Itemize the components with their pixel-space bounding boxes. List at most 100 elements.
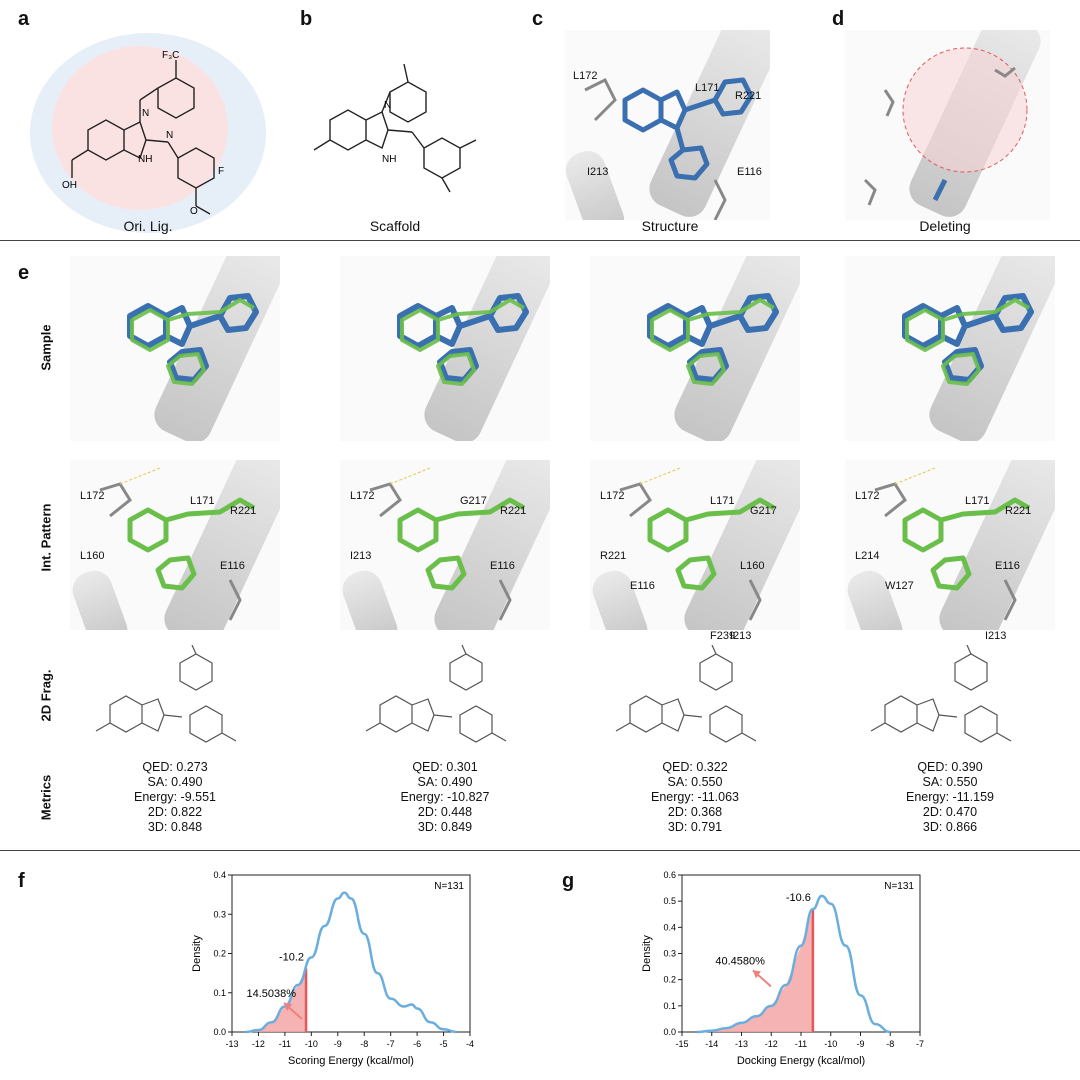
f-label: F <box>218 166 224 177</box>
n-annotation: N=131 <box>434 881 464 892</box>
x-tick-label: -11 <box>279 1039 291 1049</box>
residue-label-g217: G217 <box>460 495 487 507</box>
residue-label-f239: F239 <box>710 630 736 642</box>
n2-label: N <box>166 130 173 141</box>
x-tick-label: -15 <box>675 1039 688 1049</box>
arrow-head-icon <box>284 1003 293 1012</box>
residue-label-e116: E116 <box>490 560 515 572</box>
fragment-2d-4 <box>870 645 1012 743</box>
residue-label-l172: L172 <box>600 490 625 502</box>
percentile-area <box>696 909 813 1032</box>
int-pattern-view-1: L172 L171 R221 L160 E116 <box>70 460 280 630</box>
x-tick-label: -7 <box>387 1039 395 1049</box>
metric-energy: Energy: -10.827 <box>400 790 490 804</box>
residue-label-l160: L160 <box>740 560 765 572</box>
residue-label-l160: L160 <box>80 550 105 562</box>
metrics-block-2: QED: 0.301 SA: 0.490 Energy: -10.827 2D: 0.… <box>345 760 545 835</box>
scaffold-nh-label: NH <box>382 154 396 165</box>
int-pattern-view-3: L172 L171 G217 R221 L160 I213 E116 F239 <box>590 460 800 642</box>
metrics-block-1: QED: 0.273 SA: 0.490 Energy: -9.551 2D: 0.8… <box>75 760 275 835</box>
metric-qed: QED: 0.390 <box>917 760 983 774</box>
x-tick-label: -8 <box>360 1039 368 1049</box>
panel-c-structure-view: L172 L171 R221 I213 E116 <box>565 30 770 220</box>
metrics-block-3: QED: 0.322 SA: 0.550 Energy: -11.063 2D: 0.… <box>595 760 795 835</box>
percentile-area <box>245 968 307 1032</box>
y-axis-label: Density <box>641 935 653 972</box>
divider-bottom <box>0 850 1080 851</box>
y-tick-label: 0.3 <box>663 949 676 959</box>
x-tick-label: -14 <box>705 1039 718 1049</box>
metric-qed: QED: 0.322 <box>662 760 728 774</box>
residue-label-r221: R221 <box>230 505 257 517</box>
x-tick-label: -10 <box>305 1039 318 1049</box>
y-tick-label: 0.0 <box>213 1027 226 1037</box>
sample-view-4 <box>845 256 1055 441</box>
o-label: O <box>190 206 198 217</box>
y-tick-label: 0.5 <box>663 896 676 906</box>
metric-energy: Energy: -11.063 <box>650 790 740 804</box>
metric-sa: SA: 0.490 <box>147 775 203 789</box>
row-label-int-pattern: Int. Pattern <box>38 503 54 572</box>
sample-view-2 <box>340 256 550 441</box>
panel-letter-c: c <box>532 8 544 30</box>
metric-d2: 2D: 0.368 <box>667 805 723 819</box>
residue-label-l171: L171 <box>190 495 215 507</box>
metric-d2: 2D: 0.822 <box>147 805 203 819</box>
residue-label-e116: E116 <box>630 580 655 592</box>
x-tick-label: -6 <box>413 1039 421 1049</box>
y-tick-label: 0.1 <box>663 1001 676 1011</box>
caption-structure: Structure <box>641 218 699 234</box>
residue-label-r221: R221 <box>600 550 627 562</box>
residue-label-i213: I213 <box>587 166 609 178</box>
panel-letter-e: e <box>18 262 30 284</box>
x-tick-label: -9 <box>334 1039 342 1049</box>
oh-label: OH <box>62 180 77 191</box>
percent-label: 40.4580% <box>715 955 765 967</box>
scaffold-n-label: N <box>384 100 391 111</box>
residue-label-i213: I213 <box>985 630 1007 642</box>
residue-label-r221: R221 <box>735 90 762 102</box>
residue-label-r221: R221 <box>1005 505 1032 517</box>
residue-label-i213: I213 <box>350 550 372 562</box>
metric-d2: 2D: 0.448 <box>417 805 473 819</box>
x-tick-label: -5 <box>440 1039 448 1049</box>
caption-ori-lig: Ori. Lig. <box>123 218 173 234</box>
metric-energy: Energy: -9.551 <box>134 790 216 804</box>
panel-d-deleting-view <box>845 30 1050 220</box>
threshold-label: -10.6 <box>786 892 811 904</box>
panel-letter-d: d <box>832 8 845 30</box>
y-tick-label: 0.1 <box>213 988 226 998</box>
metrics-block-4: QED: 0.390 SA: 0.550 Energy: -11.159 2D: 0.… <box>850 760 1050 835</box>
residue-label-l172: L172 <box>80 490 105 502</box>
x-tick-label: -8 <box>886 1039 894 1049</box>
residue-label-e116: E116 <box>995 560 1020 572</box>
y-tick-label: 0.0 <box>663 1027 676 1037</box>
panel-letter-g: g <box>562 870 575 892</box>
residue-label-l171: L171 <box>695 82 720 94</box>
fragment-2d-3 <box>615 645 757 743</box>
int-pattern-view-4: L172 L171 R221 L214 E116 I213 W127 <box>845 460 1055 642</box>
row-label-metrics: Metrics <box>38 774 54 821</box>
threshold-label: -10.2 <box>279 951 304 963</box>
x-tick-label: -4 <box>466 1039 474 1049</box>
fragment-2d-1 <box>95 645 237 743</box>
x-axis-label: Scoring Energy (kcal/mol) <box>288 1055 414 1067</box>
x-tick-label: -7 <box>916 1039 924 1049</box>
panel-letter-a: a <box>18 8 30 30</box>
y-tick-label: 0.2 <box>213 949 226 959</box>
y-axis-label: Density <box>191 935 203 972</box>
panel-letter-b: b <box>300 8 313 30</box>
x-tick-label: -13 <box>735 1039 748 1049</box>
metric-energy: Energy: -11.159 <box>905 790 995 804</box>
residue-label-l171: L171 <box>710 495 735 507</box>
panel-b-scaffold: N NH <box>313 63 477 193</box>
nh-label: NH <box>138 154 152 165</box>
metric-d3: 3D: 0.866 <box>922 820 978 834</box>
metric-sa: SA: 0.550 <box>922 775 978 789</box>
residue-label-e116: E116 <box>220 560 245 572</box>
kde-curve <box>245 891 457 1034</box>
cf3-label: F₃C <box>162 50 179 61</box>
x-tick-label: -13 <box>225 1039 238 1049</box>
x-tick-label: -12 <box>252 1039 265 1049</box>
metric-d3: 3D: 0.848 <box>147 820 203 834</box>
